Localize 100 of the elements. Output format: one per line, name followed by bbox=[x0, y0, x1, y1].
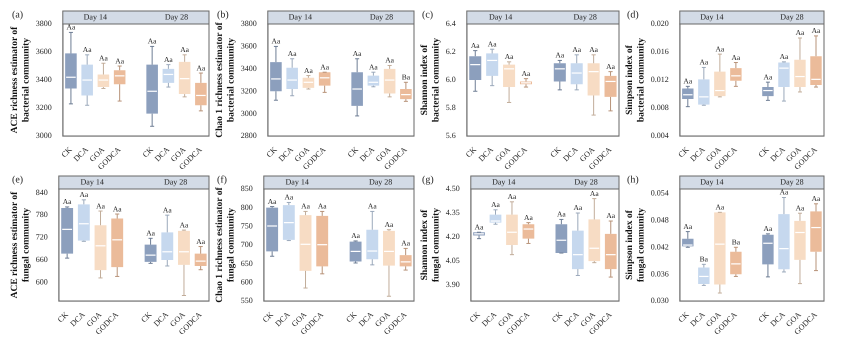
chart-title: (f) bbox=[217, 174, 227, 186]
y-tick-label: 0.048 bbox=[650, 215, 669, 224]
y-tick-label: 840 bbox=[36, 188, 48, 197]
chart-title: (e) bbox=[12, 174, 24, 186]
y-tick-label: 600 bbox=[240, 278, 253, 287]
text: Day 28 bbox=[164, 12, 188, 22]
y-tick-label: 0.012 bbox=[650, 75, 669, 84]
text: Day 14 bbox=[288, 12, 312, 22]
x-tick-label: CK bbox=[548, 144, 563, 160]
x-tick-label: CK bbox=[756, 144, 771, 160]
x-tick-label: CK bbox=[756, 310, 771, 324]
text: Day 28 bbox=[368, 178, 392, 187]
x-tick-label: CK bbox=[676, 310, 691, 324]
x-tick-label: DCA bbox=[68, 310, 87, 328]
y-tick-label: 3400 bbox=[36, 75, 52, 84]
x-tick-label: CK bbox=[676, 144, 691, 160]
y-tick-label: 3000 bbox=[36, 131, 52, 140]
x-tick-label: DCA bbox=[358, 144, 376, 164]
y-tick-label: 3200 bbox=[240, 86, 257, 96]
x-tick-label: CK bbox=[344, 310, 359, 324]
x-tick-label: CK bbox=[468, 310, 482, 324]
y-tick-label: 3000 bbox=[240, 108, 257, 118]
y-tick-label: 6.4 bbox=[446, 19, 456, 28]
y-tick-label: 0.054 bbox=[650, 188, 669, 198]
y-tick-label: 0.036 bbox=[650, 269, 669, 278]
y-tick-label: 660 bbox=[36, 255, 48, 264]
y-tick-label: 0.030 bbox=[650, 296, 669, 306]
y-tick-label: 2800 bbox=[240, 131, 257, 140]
y-tick-label: 850 bbox=[240, 184, 253, 194]
y-axis-title: Chao 1 richness estimator of fungal community bbox=[215, 186, 237, 303]
y-tick-label: 600 bbox=[36, 278, 48, 287]
text: Day 14 bbox=[488, 12, 512, 22]
chart-title: (b) bbox=[217, 10, 229, 21]
x-tick-label: CK bbox=[260, 310, 276, 324]
y-tick-label: 4.05 bbox=[446, 256, 460, 266]
y-tick-label: 4.50 bbox=[446, 184, 460, 194]
chart-title: (c) bbox=[422, 10, 434, 21]
x-tick-label: DCA bbox=[688, 310, 707, 328]
y-tick-label: 3600 bbox=[36, 47, 52, 56]
x-tick-label: CK bbox=[139, 310, 154, 324]
x-tick-label: CK bbox=[550, 310, 564, 324]
chart-title: (d) bbox=[627, 10, 639, 21]
text: Day 14 bbox=[286, 178, 309, 187]
y-axis-title: Shannon index of bacterial community bbox=[420, 38, 442, 122]
y-tick-label: 3600 bbox=[240, 42, 257, 51]
y-tick-label: 780 bbox=[36, 210, 48, 220]
x-tick-label: DCA bbox=[356, 310, 376, 328]
text: Day 14 bbox=[700, 178, 724, 187]
x-tick-label: CK bbox=[60, 144, 74, 160]
text: Day 14 bbox=[700, 12, 724, 22]
y-tick-label: 3.90 bbox=[446, 280, 460, 290]
x-tick-label: CK bbox=[346, 144, 360, 160]
y-tick-label: 6.2 bbox=[446, 47, 456, 56]
y-tick-label: 4.20 bbox=[446, 232, 460, 242]
y-tick-label: 3400 bbox=[240, 64, 257, 73]
text: Day 28 bbox=[780, 12, 804, 22]
x-tick-label: DCA bbox=[152, 310, 170, 328]
y-tick-label: 4.35 bbox=[446, 208, 460, 218]
y-axis-title: ACE richness estimator of fungal community bbox=[10, 190, 32, 298]
y-tick-label: 0.016 bbox=[650, 47, 669, 56]
text: Day 28 bbox=[574, 178, 598, 187]
chart-title: (a) bbox=[12, 10, 24, 21]
x-tick-label: CK bbox=[56, 310, 70, 324]
y-tick-label: 700 bbox=[240, 240, 253, 250]
y-tick-label: 0.008 bbox=[650, 103, 669, 112]
x-tick-label: DCA bbox=[273, 310, 292, 328]
y-tick-label: 5.8 bbox=[446, 103, 456, 112]
y-axis-title: Chao 1 richness estimator of bacterial community bbox=[215, 22, 237, 138]
y-tick-label: 650 bbox=[240, 258, 253, 268]
y-tick-label: 0.020 bbox=[650, 19, 669, 28]
y-tick-label: 550 bbox=[240, 296, 253, 306]
x-tick-label: CK bbox=[464, 144, 478, 160]
text: Day 28 bbox=[164, 178, 188, 187]
text: Day 14 bbox=[80, 178, 104, 187]
y-tick-label: 5.6 bbox=[446, 131, 456, 140]
text: Day 14 bbox=[492, 178, 516, 187]
y-tick-label: 720 bbox=[36, 232, 48, 242]
y-tick-label: 3800 bbox=[36, 19, 52, 28]
text: Day 28 bbox=[370, 12, 394, 22]
x-tick-label: DCA bbox=[562, 310, 581, 328]
y-tick-label: 3200 bbox=[36, 103, 52, 112]
text: Day 28 bbox=[780, 178, 804, 187]
y-axis-title: Simpson index of bacterial community bbox=[625, 38, 647, 122]
text: Day 14 bbox=[84, 12, 107, 22]
chart-title: (g) bbox=[422, 174, 434, 186]
chart-title: (h) bbox=[627, 174, 639, 186]
text: Day 28 bbox=[574, 12, 597, 22]
y-tick-label: 3800 bbox=[240, 19, 257, 28]
y-tick-label: 0.004 bbox=[650, 131, 669, 140]
y-tick-label: 6.0 bbox=[446, 75, 456, 84]
x-tick-label: CK bbox=[264, 144, 279, 160]
y-axis-title: Shannon index of fungal community bbox=[420, 208, 442, 282]
y-tick-label: 750 bbox=[240, 221, 253, 230]
x-tick-label: DCA bbox=[688, 144, 707, 164]
x-tick-label: CK bbox=[140, 144, 156, 160]
y-tick-label: 0.042 bbox=[650, 242, 669, 252]
y-tick-label: 800 bbox=[240, 202, 253, 212]
y-axis-title: ACE richness estimator of bacterial community bbox=[10, 26, 32, 134]
y-axis-title: Simpson index of fungal community bbox=[625, 208, 647, 282]
x-tick-label: DCA bbox=[152, 144, 172, 164]
